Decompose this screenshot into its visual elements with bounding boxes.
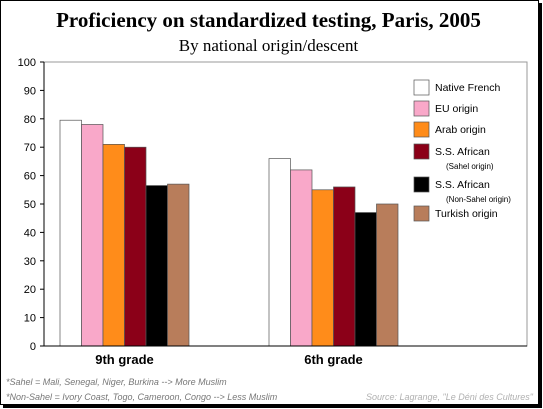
legend-swatch [413, 100, 430, 117]
y-tick-label: 90 [24, 85, 36, 97]
y-tick-label: 50 [24, 199, 36, 211]
y-tick-label: 30 [24, 256, 36, 268]
bar [290, 169, 313, 347]
legend-swatch [413, 205, 430, 222]
x-axis: 9th grade 6th grade [44, 345, 527, 367]
footnote-sahel: *Sahel = Mali, Senegal, Niger, Burkina -… [6, 377, 227, 387]
y-tick-label: 100 [18, 57, 36, 69]
bar [311, 189, 334, 347]
chart-title: Proficiency on standardized testing, Par… [56, 8, 481, 32]
y-axis: 0 10 20 30 40 50 60 70 80 90 100 [18, 57, 45, 353]
y-tick-label: 10 [24, 313, 36, 325]
footnote-non-sahel: *Non-Sahel = Ivory Coast, Togo, Cameroon… [6, 392, 278, 402]
legend-swatch [413, 143, 430, 160]
bar [354, 212, 377, 347]
legend-label: EU origin [435, 103, 478, 115]
legend-note: (Sahel origin) [446, 162, 494, 171]
bar [102, 144, 125, 347]
bar [124, 146, 147, 347]
x-category-label: 9th grade [95, 352, 154, 367]
y-tick-label: 70 [24, 142, 36, 154]
legend-label: Turkish origin [435, 208, 498, 220]
legend: Native French EU origin Arab origin S.S. Af… [413, 79, 511, 222]
bar [81, 124, 104, 347]
bar [167, 183, 190, 347]
bar [333, 186, 356, 347]
bars [59, 119, 399, 347]
bar [59, 119, 82, 347]
legend-swatch [413, 121, 430, 138]
y-tick-label: 80 [24, 114, 36, 126]
y-tick-label: 20 [24, 284, 36, 296]
bar [376, 203, 399, 347]
bar [268, 158, 291, 347]
legend-label: Native French [435, 82, 501, 94]
x-category-label: 6th grade [304, 352, 363, 367]
y-tick-label: 40 [24, 227, 36, 239]
bar [145, 185, 168, 347]
legend-note: (Non-Sahel origin) [446, 195, 511, 204]
legend-swatch [413, 176, 430, 193]
legend-label: S.S. African [435, 179, 490, 191]
y-tick-label: 60 [24, 171, 36, 183]
legend-label: S.S. African [435, 146, 490, 158]
y-tick-label: 0 [30, 341, 36, 353]
chart-subtitle: By national origin/descent [178, 36, 359, 55]
source-note: Source: Lagrange, "Le Déni des Cultures" [366, 392, 533, 402]
legend-label: Arab origin [435, 124, 486, 136]
legend-swatch [413, 79, 430, 96]
